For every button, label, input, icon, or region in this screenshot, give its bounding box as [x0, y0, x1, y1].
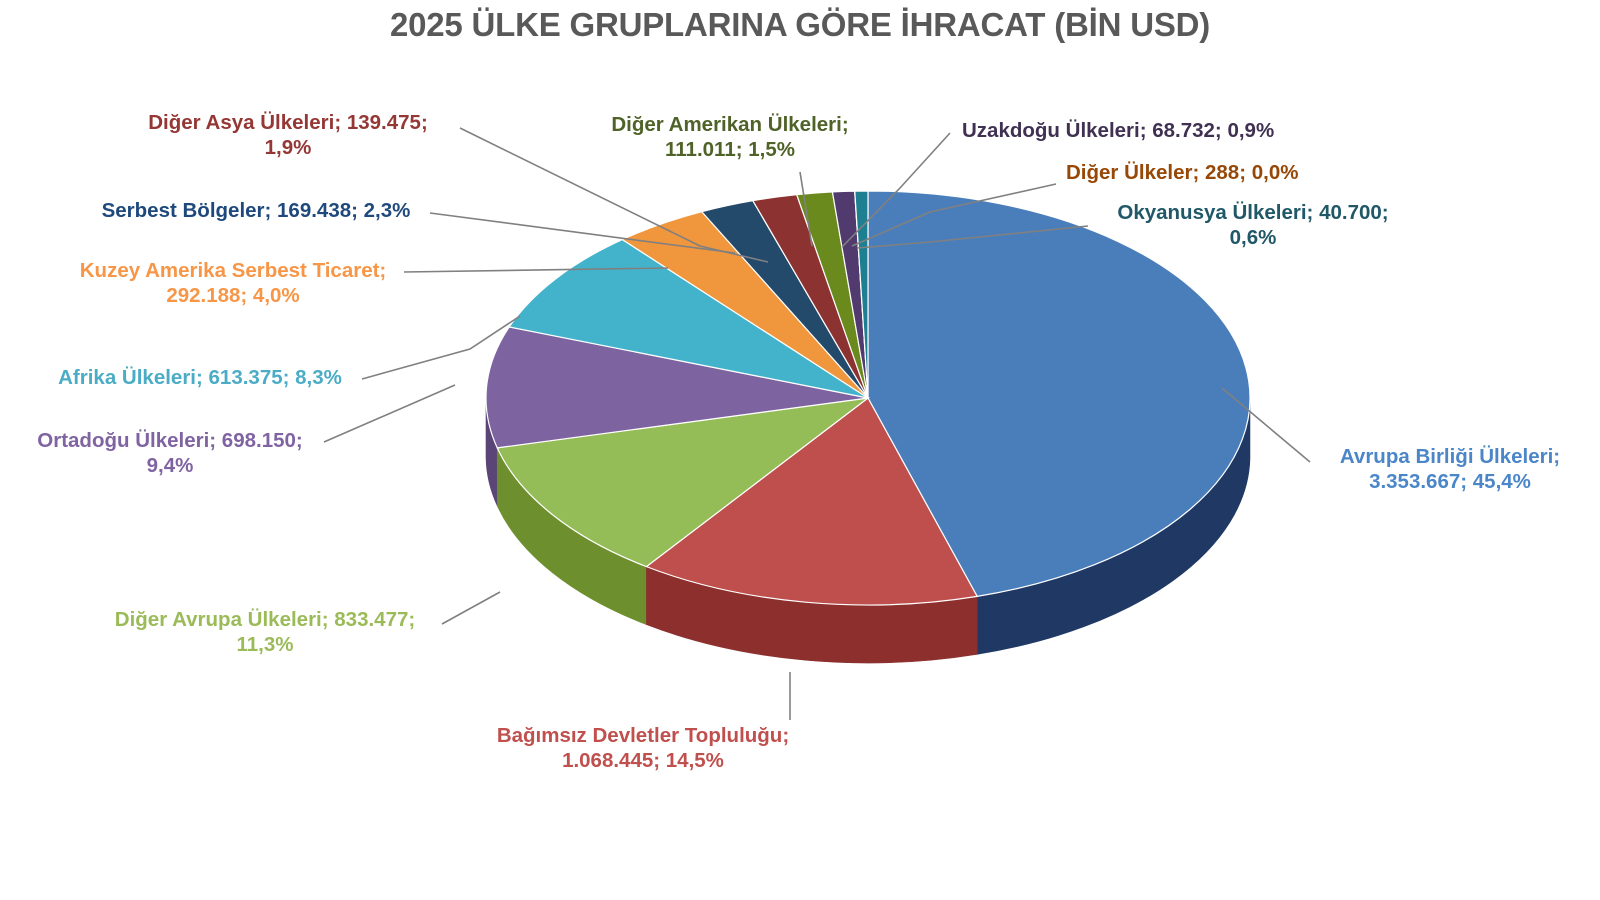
- leader-lines-group: [323, 127, 1311, 720]
- data-label-diger-amerikan: Diğer Amerikan Ülkeleri; 111.011; 1,5%: [611, 113, 849, 162]
- data-label-okyanusya: Okyanusya Ülkeleri; 40.700; 0,6%: [1117, 201, 1389, 250]
- data-label-serbest-bolgeler: Serbest Bölgeler; 169.438; 2,3%: [101, 199, 411, 222]
- chart-title: 2025 ÜLKE GRUPLARINA GÖRE İHRACAT (BİN U…: [389, 6, 1211, 43]
- data-label-ortadogu: Ortadoğu Ülkeleri; 698.150; 9,4%: [37, 429, 303, 478]
- data-label-diger-ulkeler: Diğer Ülkeler; 288; 0,0%: [1066, 161, 1299, 184]
- data-label-diger-avrupa: Diğer Avrupa Ülkeleri; 833.477; 11,3%: [114, 608, 416, 657]
- data-label-kuzey-amerika: Kuzey Amerika Serbest Ticaret; 292.188; …: [79, 259, 387, 308]
- data-label-avrupa-birligi: Avrupa Birliği Ülkeleri; 3.353.667; 45,4…: [1339, 445, 1561, 494]
- pie-slices-group: [485, 190, 1251, 664]
- data-label-bdt: Bağımsız Devletler Topluluğu; 1.068.445;…: [496, 724, 790, 773]
- data-label-diger-asya: Diğer Asya Ülkeleri; 139.475; 1,9%: [148, 111, 428, 160]
- data-label-afrika: Afrika Ülkeleri; 613.375; 8,3%: [58, 366, 342, 389]
- data-label-uzakdogu: Uzakdoğu Ülkeleri; 68.732; 0,9%: [962, 119, 1275, 142]
